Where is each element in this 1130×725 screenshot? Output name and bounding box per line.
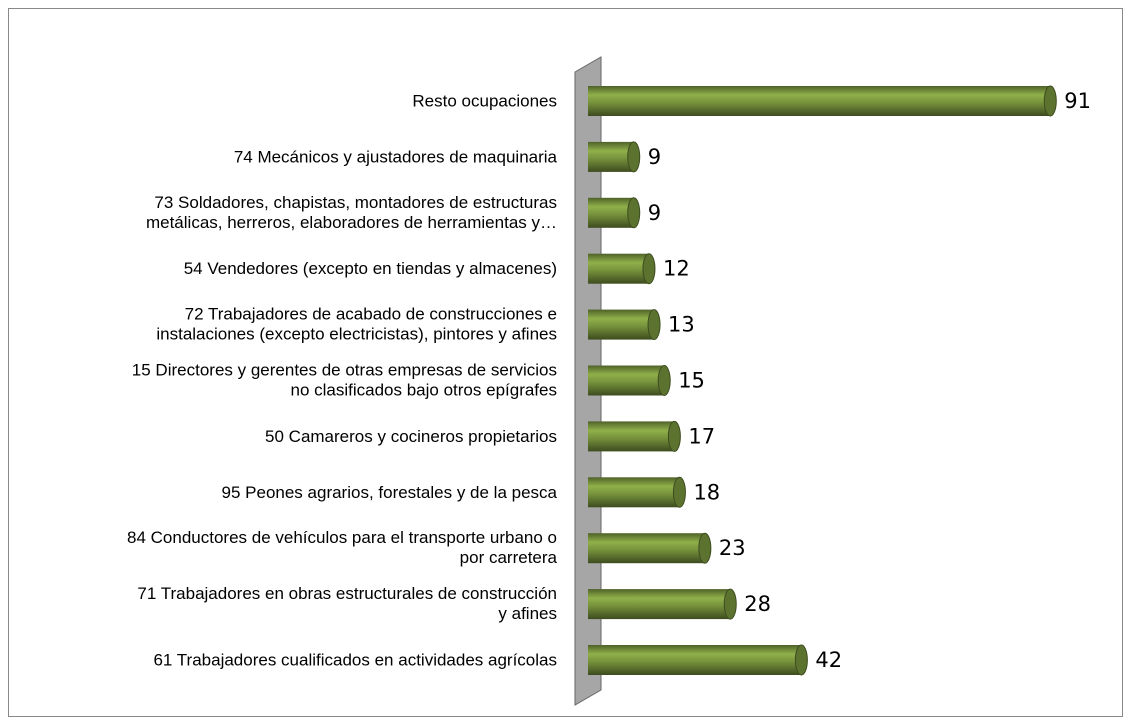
category-label: 84 Conductores de vehículos para el tran…: [127, 529, 558, 568]
bar-cap: [672, 476, 686, 508]
value-label: 28: [744, 592, 771, 616]
value-label: 9: [648, 145, 661, 169]
bar-cap: [627, 141, 641, 173]
value-label: 23: [719, 536, 746, 560]
chart-frame: [8, 8, 1123, 717]
bar: [588, 253, 649, 284]
bar-cap: [698, 532, 712, 564]
value-label: 13: [668, 313, 695, 337]
value-label: 17: [688, 424, 715, 448]
bar-cap: [627, 197, 641, 229]
category-label: 50 Camareros y cocineros propietarios: [265, 427, 557, 446]
category-label: 15 Directores y gerentes de otras empres…: [132, 361, 557, 400]
bar: [588, 197, 634, 228]
value-label: 15: [678, 369, 705, 393]
value-label: 18: [693, 480, 720, 504]
value-label: 42: [815, 648, 842, 672]
value-label: 91: [1064, 89, 1091, 113]
category-label: 61 Trabajadores cualificados en activida…: [153, 650, 557, 669]
bar: [588, 309, 655, 340]
category-label: 95 Peones agrarios, forestales y de la p…: [222, 483, 558, 502]
bar-cap: [647, 309, 661, 341]
category-label: Resto ocupaciones: [412, 91, 557, 110]
bar: [588, 477, 680, 508]
value-label: 9: [648, 201, 661, 225]
category-label: 71 Trabajadores en obras estructurales d…: [137, 585, 557, 624]
bar: [588, 589, 731, 620]
bar: [588, 141, 634, 172]
category-label: 74 Mecánicos y ajustadores de maquinaria: [234, 147, 558, 166]
bar-cap: [794, 644, 808, 676]
category-label: 72 Trabajadores de acabado de construcci…: [156, 305, 557, 344]
category-label: 73 Soldadores, chapistas, montadores de …: [146, 193, 557, 232]
bar-cap: [723, 588, 737, 620]
bar-cap: [667, 420, 681, 452]
bar: [588, 421, 675, 452]
bar-cap: [657, 365, 671, 396]
category-label: 54 Vendedores (excepto en tiendas y alma…: [184, 259, 557, 278]
bar-cap: [642, 253, 656, 285]
bar-cap: [1043, 85, 1057, 117]
bar: [588, 533, 705, 564]
bar: [588, 86, 1051, 116]
bar: [588, 645, 802, 675]
bar: [588, 365, 665, 396]
value-label: 12: [663, 257, 690, 281]
